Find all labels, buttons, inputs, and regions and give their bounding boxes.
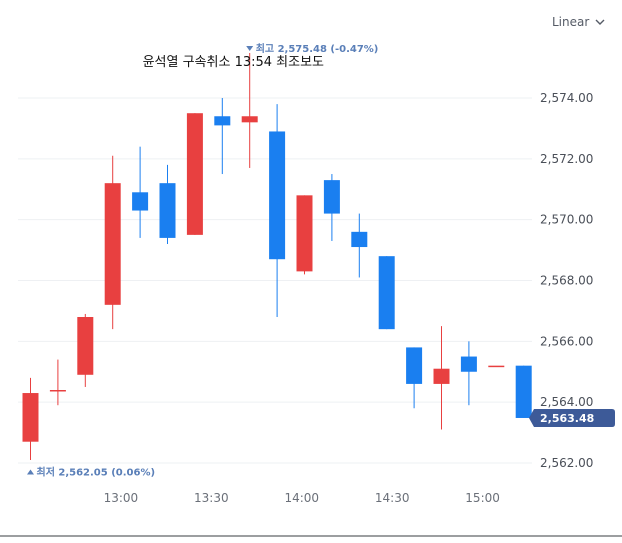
scale-selector-label: Linear [552, 15, 590, 29]
scale-selector[interactable]: Linear [552, 13, 605, 31]
candle-body [104, 183, 121, 305]
x-tick-label: 13:30 [194, 491, 229, 505]
candle-body [241, 116, 258, 123]
x-tick-label: 13:00 [104, 491, 139, 505]
candle-body [186, 113, 203, 235]
candle-body [323, 180, 340, 214]
candle-body [269, 131, 286, 260]
y-tick-label: 2,562.00 [540, 456, 593, 470]
x-tick-label: 14:00 [284, 491, 319, 505]
candle-body [433, 368, 450, 384]
y-tick-label: 2,566.00 [540, 334, 593, 348]
y-tick-label: 2,564.00 [540, 395, 593, 409]
y-tick-label: 2,568.00 [540, 274, 593, 288]
candle-body [77, 317, 94, 375]
candle-body [22, 393, 39, 442]
last-price-badge [529, 408, 615, 427]
candle-body [515, 365, 532, 418]
candle-body [460, 356, 477, 372]
last-price-label: 2,563.48 [540, 412, 594, 425]
candle-body [351, 231, 368, 248]
high-price-label: 최고 2,575.48 (-0.47%) [256, 42, 379, 55]
candle-body [296, 195, 313, 272]
x-tick-label: 14:30 [375, 491, 410, 505]
low-marker-icon [27, 469, 34, 475]
y-tick-label: 2,572.00 [540, 152, 593, 166]
candle-body [406, 347, 423, 384]
news-annotation: 윤석열 구속취소 13:54 최조보도 [143, 55, 324, 70]
candle-body [49, 390, 66, 392]
candle-body [159, 183, 176, 238]
candle-body [132, 192, 149, 211]
chevron-down-icon [595, 15, 605, 29]
y-tick-label: 2,574.00 [540, 91, 593, 105]
candle-body [214, 116, 231, 126]
high-marker-icon [246, 45, 254, 51]
y-tick-label: 2,570.00 [540, 213, 593, 227]
candle-body [378, 256, 395, 330]
candle-body [488, 365, 505, 368]
x-tick-label: 15:00 [465, 491, 500, 505]
low-price-label: 최저 2,562.05 (0.06%) [37, 465, 156, 478]
